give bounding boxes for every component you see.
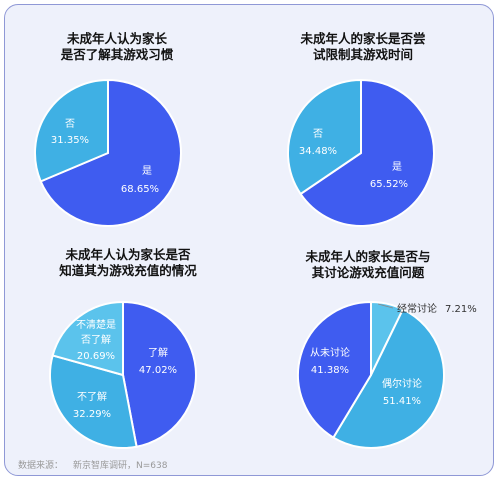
chart-3-slice-unsure: [51, 300, 124, 377]
chart-4-title-line-1: 未成年人的家长是否与: [304, 249, 430, 264]
chart-3-slice-unsure-value: 20.69%: [77, 351, 115, 362]
pie-chart-3: 未成年人认为家长是否 知道其为游戏充值的情况 了解 47.02% 不了解 32.…: [49, 247, 197, 449]
chart-3-title-line-1: 未成年人认为家长是否: [64, 247, 191, 262]
chart-1-title-line-1: 未成年人认为家长: [66, 31, 168, 46]
data-source-note: 数据来源： 新京智库调研，N=638: [18, 458, 177, 471]
chart-4-slice-sometimes: [331, 308, 445, 449]
chart-1-slice-no-value: 31.35%: [51, 135, 89, 146]
pie-chart-4: 未成年人的家长是否与 其讨论游戏充值问题 经常讨论 7.21% 偶尔讨论 51.4…: [297, 249, 477, 449]
chart-4-leader-line: [377, 303, 394, 309]
chart-2-title-line-2: 试限制其游戏时间: [313, 47, 413, 62]
chart-4-title-line-2: 其讨论游戏充值问题: [312, 265, 425, 280]
pie-chart-2: 未成年人的家长是否尝 试限制其游戏时间 是 65.52% 否 34.48%: [287, 31, 435, 227]
chart-3-title-line-2: 知道其为游戏充值的情况: [58, 263, 197, 278]
source-label: 数据来源：: [18, 461, 64, 471]
chart-2-slice-no-value: 34.48%: [299, 146, 337, 157]
chart-2-slice-no-label: 否: [313, 128, 323, 140]
chart-1-title-line-2: 是否了解其游戏习惯: [60, 47, 174, 62]
chart-3-slice-dont-know: [49, 354, 138, 449]
chart-3-slice-dont-know-value: 32.29%: [73, 409, 111, 420]
chart-4-slice-never: [297, 300, 372, 439]
chart-4-slice-often-value: 7.21%: [445, 304, 477, 315]
chart-2-slice-yes: [299, 78, 435, 227]
chart-3-slice-dont-know-label: 不了解: [77, 390, 107, 403]
chart-1-slice-yes-value: 68.65%: [121, 184, 159, 195]
chart-4-slice-never-label: 从未讨论: [310, 346, 350, 359]
chart-2-title-line-1: 未成年人的家长是否尝: [299, 31, 425, 46]
source-name: 新京智库调研，N=638: [73, 461, 168, 471]
chart-1-slice-no: [34, 78, 109, 183]
chart-1-slice-no-label: 否: [65, 118, 75, 130]
chart-4-slice-sometimes-value: 51.41%: [383, 396, 421, 407]
chart-2-slice-yes-value: 65.52%: [370, 179, 408, 190]
chart-4-slice-often-label: 经常讨论: [397, 302, 437, 315]
chart-3-slice-know-value: 47.02%: [139, 365, 177, 376]
chart-3-slice-know-label: 了解: [148, 346, 168, 359]
chart-4-slice-often-callout: 经常讨论 7.21%: [397, 302, 477, 315]
chart-4-slice-never-value: 41.38%: [311, 365, 349, 376]
chart-3-slice-know: [122, 300, 197, 448]
chart-1-slice-yes-label: 是: [142, 165, 152, 177]
pie-chart-1: 未成年人认为家长 是否了解其游戏习惯 是 68.65% 否 31.35%: [34, 31, 182, 227]
chart-2-slice-yes-label: 是: [392, 161, 402, 173]
chart-3-slice-unsure-label-line-1: 不清楚是: [76, 318, 116, 331]
chart-2-slice-no: [287, 78, 362, 196]
chart-3-slice-unsure-label-line-2: 否了解: [81, 333, 111, 346]
chart-1-slice-yes: [39, 78, 182, 227]
chart-4-slice-sometimes-label: 偶尔讨论: [382, 377, 422, 390]
